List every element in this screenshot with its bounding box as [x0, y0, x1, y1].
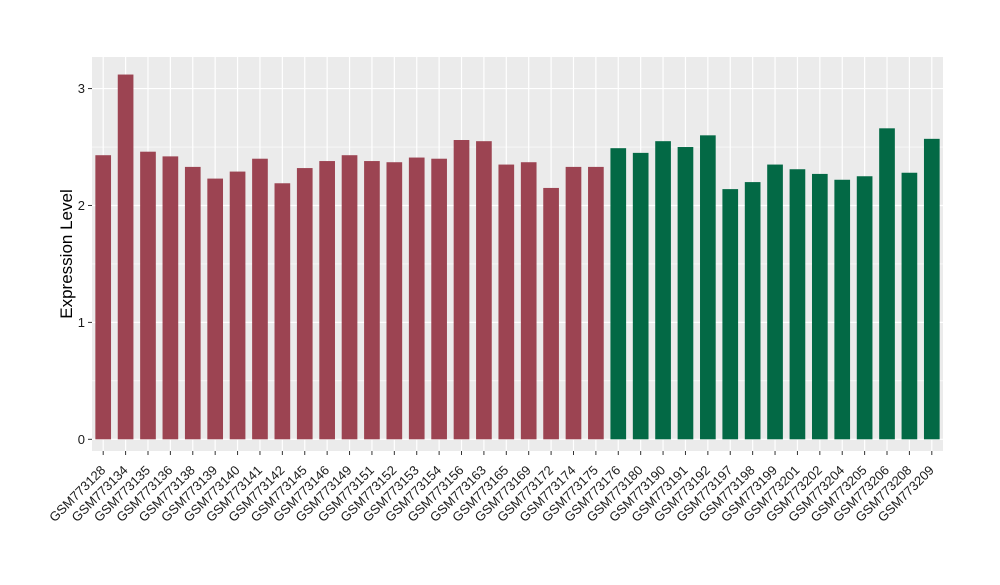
y-tick-label: 1 — [78, 315, 85, 330]
y-tick-label: 2 — [78, 198, 85, 213]
bar-GSM773128 — [95, 155, 112, 440]
bar-GSM773152 — [386, 162, 403, 440]
bar-GSM773208 — [901, 172, 918, 440]
bar-GSM773134 — [117, 74, 134, 440]
bar-GSM773146 — [319, 161, 335, 440]
bar-GSM773142 — [274, 183, 291, 440]
bar-GSM773190 — [655, 141, 671, 440]
y-axis-label: Expression Level — [57, 189, 76, 318]
bar-GSM773165 — [498, 164, 515, 440]
bar-GSM773206 — [879, 128, 895, 440]
bar-GSM773169 — [520, 162, 537, 440]
bar-GSM773197 — [722, 189, 739, 440]
y-axis: 0 1 2 3 — [78, 81, 92, 447]
bar-GSM773202 — [811, 173, 828, 440]
bar-GSM773138 — [184, 166, 201, 440]
y-tick-label: 0 — [78, 432, 85, 447]
bar-GSM773209 — [923, 138, 940, 440]
x-axis: GSM773128GSM773134GSM773135GSM773136GSM7… — [46, 451, 937, 525]
bar-GSM773180 — [632, 152, 649, 440]
bar-GSM773192 — [700, 135, 716, 440]
bar-GSM773201 — [789, 169, 806, 440]
bar-GSM773153 — [408, 157, 425, 440]
bar-GSM773175 — [588, 166, 604, 440]
bar-GSM773139 — [207, 178, 224, 440]
bar-GSM773191 — [677, 147, 694, 440]
bar-GSM773145 — [296, 168, 313, 440]
bar-GSM773198 — [744, 182, 761, 440]
bar-GSM773199 — [767, 164, 783, 440]
bar-GSM773204 — [834, 179, 851, 440]
bar-GSM773163 — [476, 141, 492, 440]
bar-GSM773141 — [252, 158, 268, 440]
bar-GSM773140 — [229, 171, 246, 440]
bar-GSM773151 — [364, 161, 380, 440]
bar-GSM773136 — [162, 156, 179, 440]
bar-GSM773174 — [565, 166, 582, 440]
bar-GSM773154 — [431, 158, 447, 440]
bars — [95, 74, 940, 440]
bar-GSM773205 — [856, 176, 873, 440]
bar-GSM773176 — [610, 148, 627, 440]
bar-GSM773149 — [341, 155, 358, 440]
y-tick-label: 3 — [78, 81, 85, 96]
bar-GSM773135 — [140, 151, 156, 440]
bar-GSM773172 — [543, 187, 559, 440]
bar-GSM773156 — [453, 140, 470, 440]
